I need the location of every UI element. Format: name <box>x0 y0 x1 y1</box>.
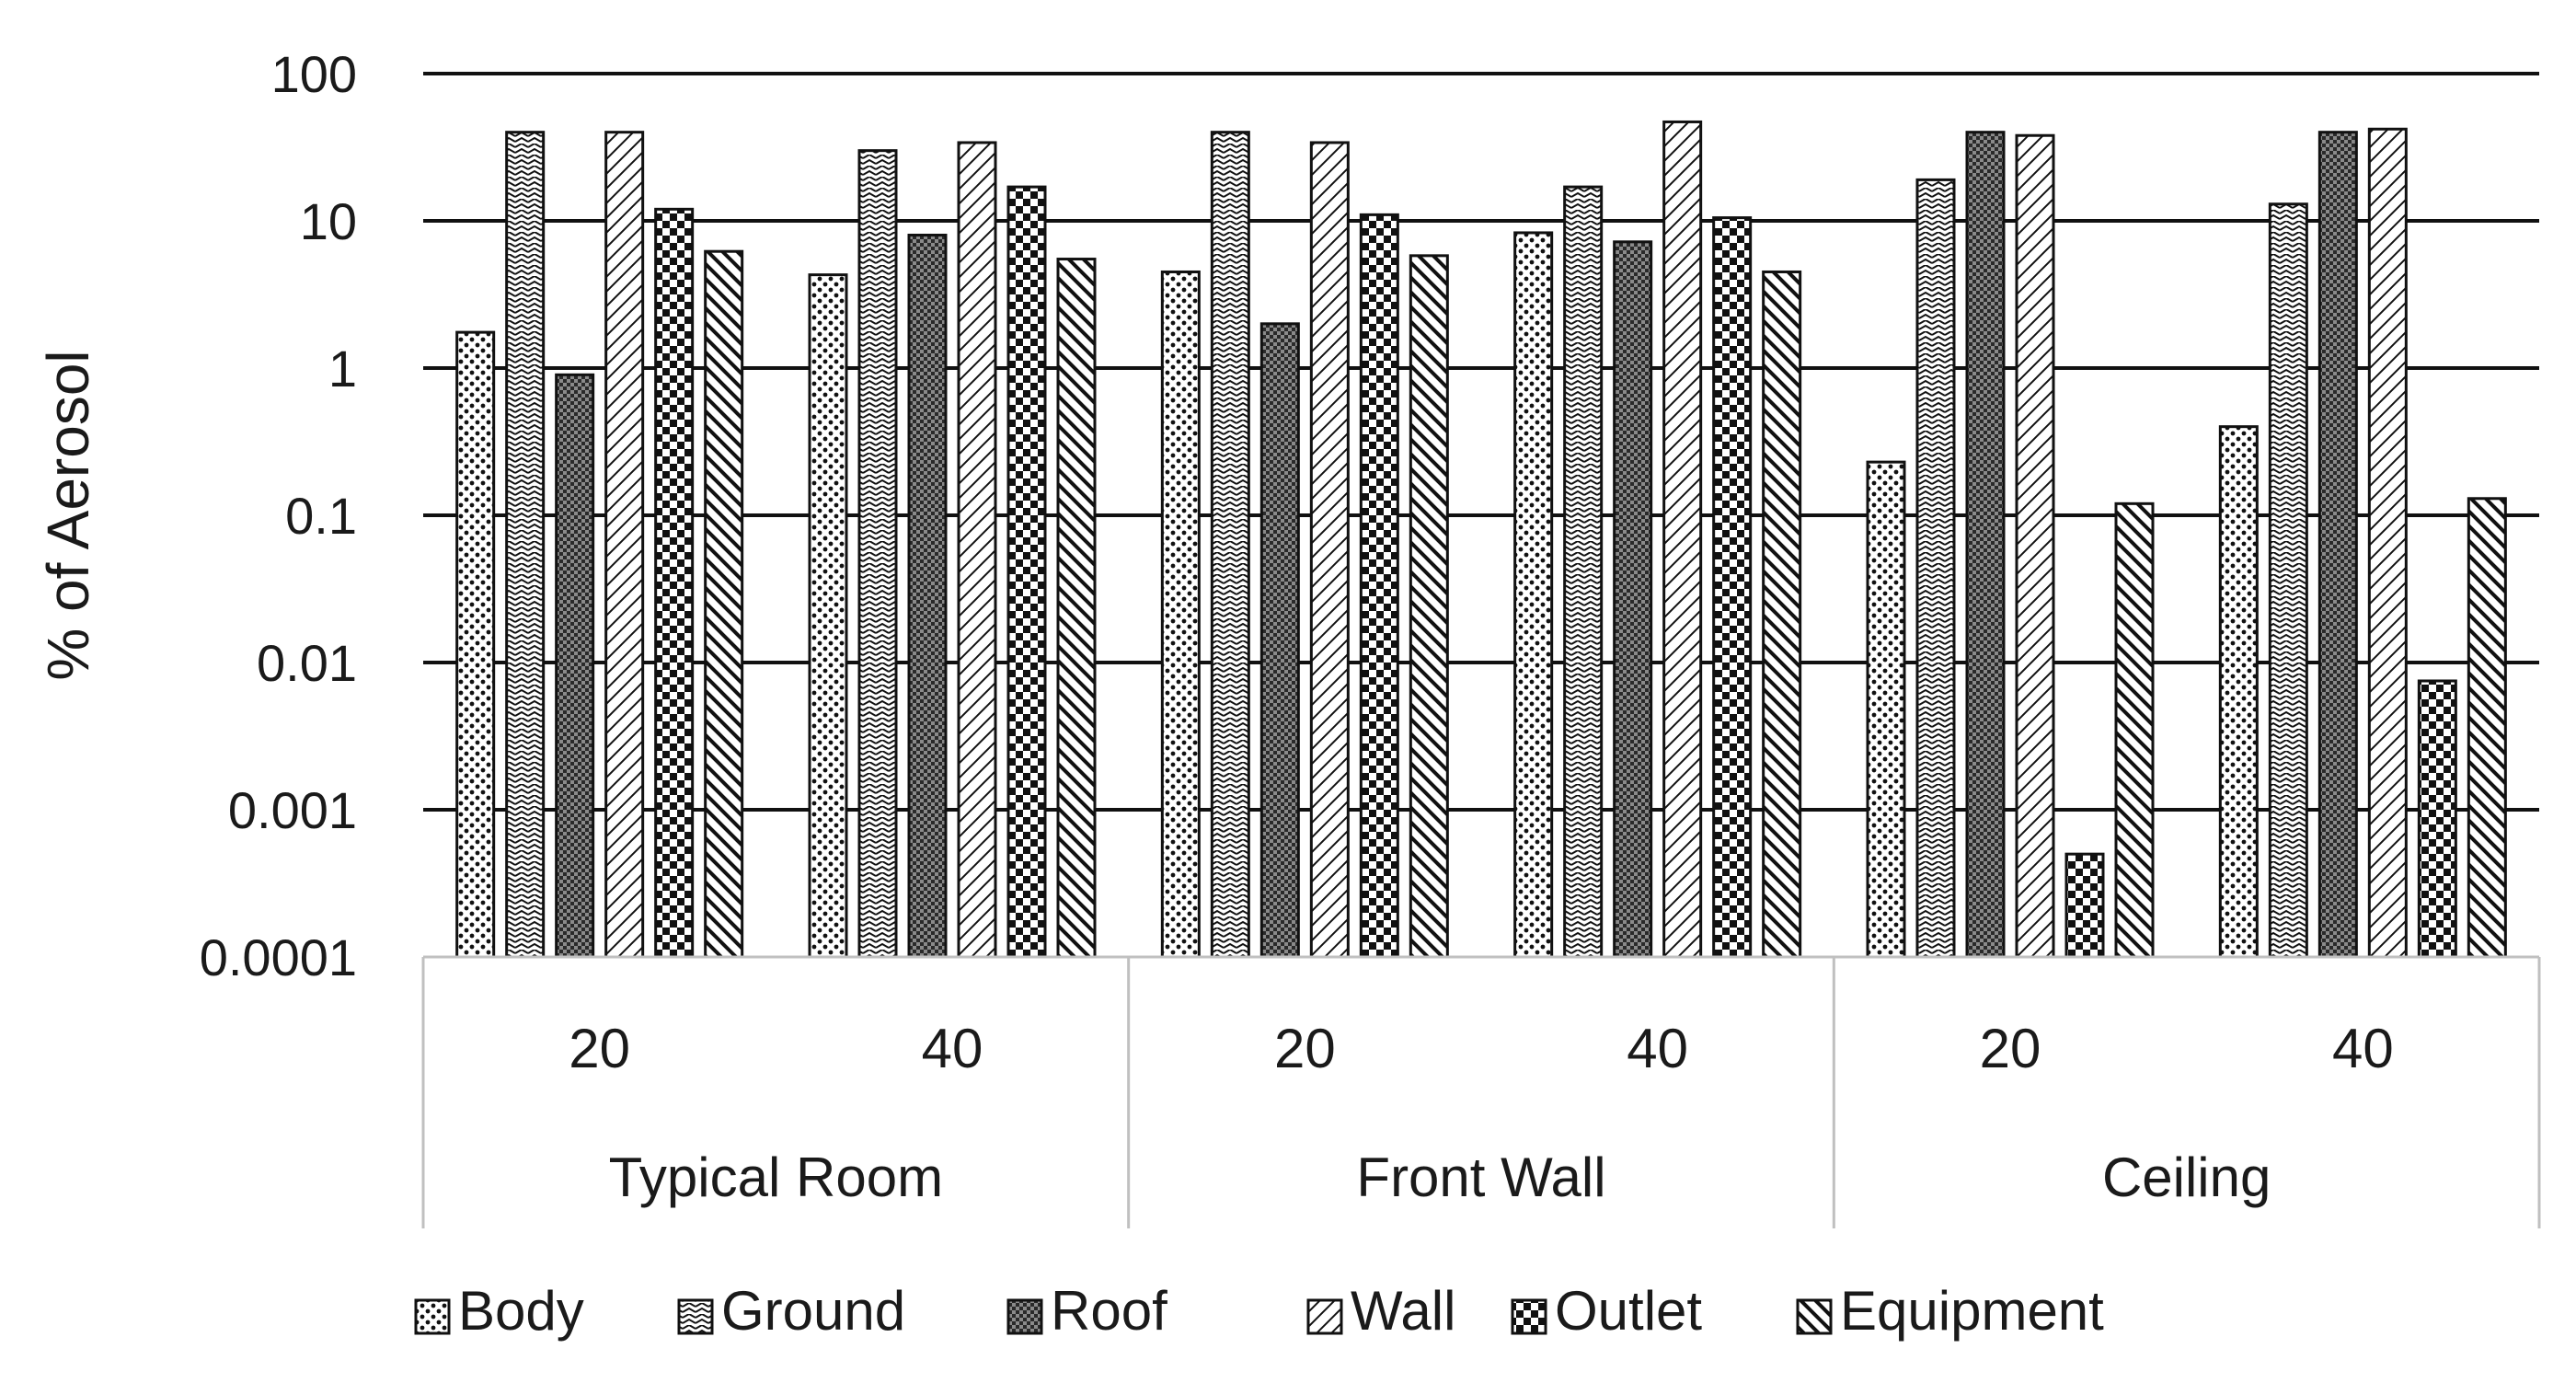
x-tick-label: 20 <box>1274 1018 1336 1079</box>
bar-ground <box>2268 202 2308 959</box>
bar-ground <box>1210 131 1250 959</box>
bar-outlet <box>1712 216 1753 959</box>
bar-roof <box>1613 240 1653 959</box>
legend-swatch <box>414 1298 451 1335</box>
bar-wall <box>2367 127 2408 959</box>
y-tick-label: 0.0001 <box>200 928 357 986</box>
bar-roof <box>907 234 948 959</box>
bar-roof <box>1259 322 1300 959</box>
bar-body <box>455 330 496 959</box>
bar-wall <box>1662 120 1703 959</box>
legend-label: Roof <box>1051 1280 1167 1342</box>
bar-roof <box>555 373 595 959</box>
bar-ground <box>1915 178 1956 959</box>
bar-outlet <box>1359 213 1399 959</box>
bar-body <box>808 273 848 959</box>
bar-ground <box>1563 185 1604 959</box>
bar-wall <box>957 141 997 959</box>
bar-roof <box>2317 131 2358 959</box>
x-tick-label: 40 <box>922 1018 983 1079</box>
bar-body <box>1513 231 1554 959</box>
bar-equipment <box>2114 501 2155 959</box>
bar-equipment <box>1762 270 1802 959</box>
y-tick-label: 0.001 <box>228 781 357 839</box>
legend-item-equipment: Equipment <box>1796 1280 2104 1342</box>
y-tick-label: 1 <box>328 340 357 398</box>
legend-label: Wall <box>1351 1280 1455 1342</box>
y-axis-title: % of Aerosol <box>35 350 101 680</box>
bar-wall <box>1309 141 1350 959</box>
bar-wall <box>604 131 645 959</box>
x-group-label: Front Wall <box>1356 1147 1605 1208</box>
bar-outlet <box>2064 852 2105 959</box>
bar-outlet <box>1006 185 1047 959</box>
bar-equipment <box>1056 258 1097 959</box>
legend-label: Ground <box>721 1280 905 1342</box>
legend-swatch <box>1006 1298 1043 1335</box>
x-group-label: Typical Room <box>609 1147 943 1208</box>
x-tick-label: 20 <box>569 1018 630 1079</box>
legend-swatch <box>677 1298 714 1335</box>
x-tick-label: 20 <box>1980 1018 2041 1079</box>
legend-item-roof: Roof <box>1006 1280 1167 1342</box>
bar-equipment <box>704 249 744 959</box>
legend-item-outlet: Outlet <box>1511 1280 1702 1342</box>
bar-equipment <box>2467 497 2507 959</box>
legend-item-ground: Ground <box>677 1280 905 1342</box>
legend: Body Ground Roof Wall Outlet Equipment <box>414 1280 2104 1342</box>
bars <box>455 120 2507 959</box>
axes: 100 10 1 0.1 0.01 0.001 0.0001 20 40 Typical Room… <box>200 45 2541 1228</box>
legend-swatch <box>1511 1298 1547 1335</box>
y-tick-label: 0.1 <box>285 487 357 545</box>
bar-body <box>2218 425 2259 959</box>
legend-swatch <box>1796 1298 1833 1335</box>
y-tick-label: 0.01 <box>257 634 357 692</box>
legend-item-wall: Wall <box>1306 1280 1455 1342</box>
x-group-label: Ceiling <box>2102 1147 2271 1208</box>
bar-wall <box>2015 133 2055 959</box>
bar-body <box>1866 460 1906 959</box>
x-tick-label: 40 <box>2332 1018 2394 1079</box>
bar-ground <box>505 131 546 959</box>
y-tick-label: 100 <box>271 45 357 103</box>
legend-label: Outlet <box>1555 1280 1702 1342</box>
x-tick-label: 40 <box>1627 1018 1688 1079</box>
legend-label: Body <box>458 1280 584 1342</box>
legend-swatch <box>1306 1298 1343 1335</box>
legend-item-body: Body <box>414 1280 584 1342</box>
legend-label: Equipment <box>1840 1280 2104 1342</box>
bar-outlet <box>2417 679 2457 959</box>
bar-ground <box>857 149 898 959</box>
bar-outlet <box>654 207 695 959</box>
bar-roof <box>1965 131 2006 959</box>
bar-equipment <box>1409 254 1449 959</box>
y-tick-label: 10 <box>300 192 357 250</box>
bar-body <box>1160 270 1201 959</box>
gridlines <box>423 72 2539 812</box>
